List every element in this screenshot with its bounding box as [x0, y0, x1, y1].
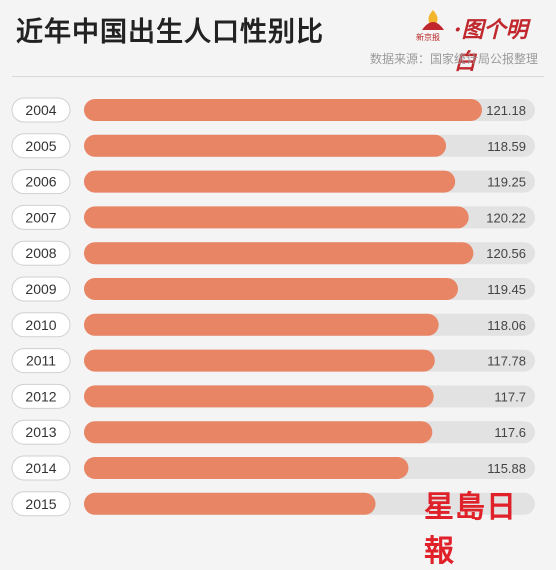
year-label: 2015	[25, 496, 56, 512]
bar	[84, 242, 474, 265]
data-source: 数据来源：国家统计局公报整理	[369, 52, 538, 66]
bar	[84, 457, 409, 479]
value-label: 115.88	[487, 461, 526, 476]
bar	[84, 134, 447, 157]
chart-title: 近年中国出生人口性别比	[16, 17, 324, 47]
bar	[84, 278, 458, 300]
bar	[84, 99, 482, 121]
brand-logo: 新京报 ·图个明白	[416, 8, 536, 75]
value-label: 118.06	[487, 318, 526, 333]
divider	[12, 76, 544, 77]
year-label: 2010	[25, 317, 56, 333]
value-label: 120.56	[486, 246, 526, 261]
bar	[84, 421, 433, 444]
year-pill	[11, 240, 71, 266]
value-label: 119.25	[487, 175, 526, 190]
brand-slogan: ·图个明白	[454, 17, 528, 75]
value-label: 117.6	[494, 425, 526, 440]
bar	[84, 206, 469, 229]
newspaper-watermark: 星島日報	[424, 482, 544, 568]
brand-name: 新京报	[416, 33, 440, 42]
year-pill	[11, 169, 71, 195]
year-label: 2012	[25, 388, 56, 404]
year-label: 2014	[25, 460, 56, 476]
watermark-text: 星島日報	[424, 491, 517, 568]
year-pill	[11, 419, 71, 445]
year-pill	[11, 276, 71, 302]
year-pill	[11, 312, 71, 338]
bar	[84, 170, 456, 193]
year-label: 2006	[25, 174, 56, 190]
year-label: 2009	[25, 281, 56, 297]
brand-emblem-icon	[422, 10, 444, 30]
year-pill	[11, 455, 71, 481]
year-label: 2005	[25, 138, 56, 154]
year-label: 2013	[25, 424, 56, 440]
bar	[84, 313, 439, 336]
year-label: 2007	[25, 209, 56, 225]
year-pill	[11, 348, 71, 374]
value-label: 120.22	[486, 210, 526, 225]
value-label: 118.59	[487, 139, 526, 154]
year-pill	[11, 491, 71, 517]
year-pill	[11, 97, 71, 123]
year-pill	[11, 204, 71, 230]
year-label: 2011	[26, 353, 56, 369]
year-label: 2004	[25, 102, 56, 118]
value-label: 121.18	[486, 103, 526, 118]
year-label: 2008	[25, 245, 56, 261]
year-pill	[11, 383, 71, 409]
year-pill	[11, 133, 71, 159]
bar-chart: 2004 121.18 2005 118.59 2006 119.25 2007 120.22…	[11, 97, 535, 517]
bar	[84, 349, 435, 372]
value-label: 117.7	[494, 389, 526, 404]
value-label: 119.45	[487, 282, 526, 297]
bar	[84, 492, 376, 515]
bar	[84, 385, 434, 408]
value-label: 117.78	[487, 354, 526, 369]
